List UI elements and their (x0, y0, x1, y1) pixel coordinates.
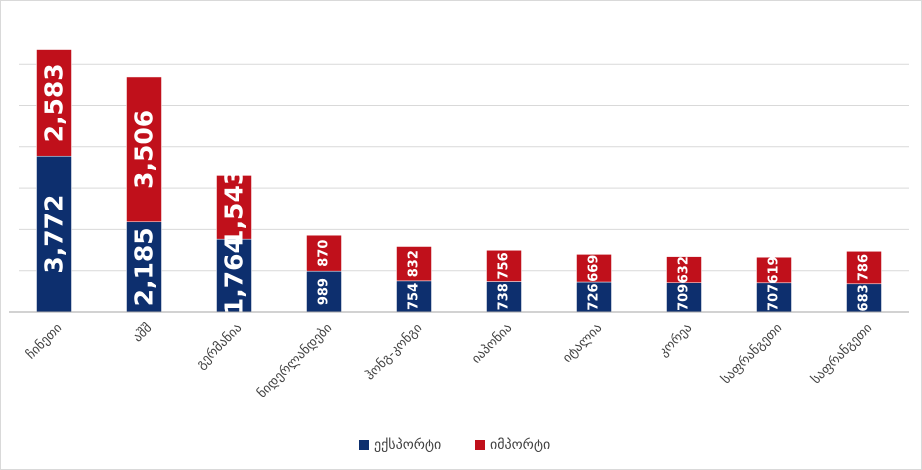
bar-export (126, 221, 162, 313)
x-tick-label: საფრანგეთი (809, 321, 876, 388)
legend-item-import: იმპორტი (475, 436, 550, 453)
legend-swatch (359, 440, 369, 450)
bar-export (666, 282, 702, 313)
bar-import (306, 234, 342, 272)
data-label: 707 (767, 284, 782, 311)
data-label: 2,185 (130, 227, 159, 306)
bar-import (576, 254, 612, 283)
bar-import (216, 175, 252, 240)
data-label: 3,772 (40, 195, 69, 274)
data-label: 832 (407, 250, 422, 277)
x-tick-label: იტალია (560, 321, 605, 366)
data-label: 989 (317, 278, 332, 305)
bar-import (666, 256, 702, 283)
x-tick-label: ნიდერლანდები (255, 321, 336, 402)
data-label: 756 (497, 252, 512, 279)
x-tick-label: ჩინეთი (24, 321, 66, 363)
data-label: 870 (317, 240, 332, 267)
data-label: 2,583 (40, 63, 69, 142)
data-label: 683 (857, 284, 872, 311)
data-label: 726 (587, 283, 602, 310)
data-label: 754 (407, 283, 422, 310)
legend-label: იმპორტი (490, 436, 550, 453)
x-tick-label: კორეა (656, 321, 695, 360)
x-tick-label: გერმანია (194, 321, 246, 373)
x-tick-label: აშშ (131, 321, 156, 346)
data-label: 619 (767, 256, 782, 283)
legend-item-export: ექსპორტი (359, 436, 441, 453)
bar-import (756, 256, 792, 284)
legend-swatch (475, 440, 485, 450)
bar-import (396, 246, 432, 282)
x-tick-labels: ჩინეთი აშშ გერმანია ნიდერლანდები ჰონგ-კონგი ი… (24, 321, 876, 402)
data-label: 3,506 (130, 110, 159, 189)
bar-import (846, 251, 882, 285)
data-label: 1,543 (220, 168, 249, 247)
data-label: 669 (587, 255, 602, 282)
data-label: 632 (677, 256, 692, 283)
bar-export (486, 281, 522, 313)
x-tick-label: ჰონგ-კონგი (363, 321, 426, 384)
bar-import (36, 49, 72, 157)
bar-export (306, 270, 342, 313)
data-label: 786 (857, 254, 872, 281)
bar-export (576, 281, 612, 313)
x-tick-label: იაპონია (469, 321, 515, 367)
bar-export (846, 283, 882, 313)
bar-export (216, 238, 252, 313)
legend: ექსპორტი იმპორტი (359, 436, 550, 453)
bar-import (126, 76, 162, 223)
data-label: 738 (497, 283, 512, 310)
legend-label: ექსპორტი (374, 436, 441, 453)
x-tick-label: საფრანგეთი (719, 321, 786, 388)
data-label: 709 (677, 284, 692, 311)
bar-export (756, 282, 792, 313)
data-label: 1,764 (220, 236, 249, 315)
bar-import (486, 250, 522, 282)
